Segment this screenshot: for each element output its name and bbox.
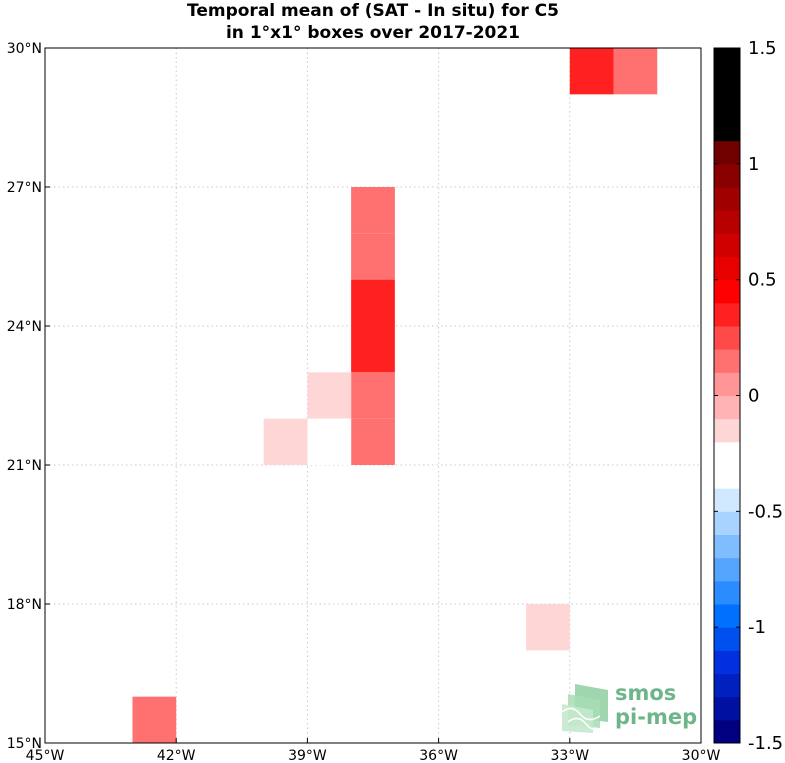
logo-line-1: smos	[615, 681, 676, 705]
colorbar-segment	[714, 187, 740, 211]
colorbar-segment	[714, 534, 740, 559]
x-tick-label: 42°W	[157, 748, 196, 763]
chart-title-line-1: Temporal mean of (SAT - In situ) for C5	[187, 1, 559, 21]
colorbar-tick-label: 1	[748, 154, 759, 175]
colorbar-segment	[714, 256, 740, 281]
colorbar-segment	[714, 465, 740, 489]
colorbar-segment	[714, 48, 740, 72]
heatmap-cells	[132, 48, 658, 743]
heatmap-cell	[351, 326, 395, 373]
heatmap-cell	[307, 418, 352, 465]
y-tick-label: 21°N	[7, 458, 42, 474]
heatmap-cell	[351, 187, 395, 234]
colorbar-segment	[714, 488, 740, 512]
colorbar-segment	[714, 349, 740, 373]
colorbar-tick-label: 0.5	[748, 270, 777, 291]
colorbar-segment	[714, 673, 740, 698]
colorbar-segment	[714, 140, 740, 165]
heatmap-cell	[351, 279, 395, 326]
y-tick-label: 24°N	[7, 319, 42, 335]
colorbar-tick-label: -1.5	[748, 733, 783, 754]
colorbar-segment	[714, 117, 740, 142]
heatmap-cell	[351, 696, 395, 743]
x-tick-label: 36°W	[419, 748, 458, 763]
colorbar-segment	[714, 279, 740, 304]
plot-frame	[44, 47, 702, 744]
x-tick-label: 30°W	[682, 748, 721, 763]
colorbar-segment	[714, 696, 740, 721]
y-tick-label: 27°N	[7, 180, 42, 196]
heatmap-cell	[569, 48, 614, 95]
heatmap-cell	[307, 372, 352, 419]
logo-line-2: pi-mep	[615, 705, 697, 729]
colorbar-segment	[714, 627, 740, 651]
heatmap-cell	[526, 604, 570, 651]
colorbar-segment	[714, 441, 740, 466]
colorbar: -1.5 -1 -0.5 0 0.5 1 1.5	[713, 38, 783, 754]
colorbar-segment	[714, 71, 740, 95]
colorbar-segment	[714, 580, 740, 605]
heatmap-cell	[351, 372, 395, 419]
chart-title-line-2: in 1°x1° boxes over 2017-2021	[226, 23, 520, 43]
colorbar-segment	[714, 719, 740, 744]
y-tick-label: 30°N	[7, 41, 42, 57]
colorbar-segment	[714, 604, 740, 628]
x-axis: 45°W 42°W 39°W 36°W 33°W 30°W	[26, 738, 721, 763]
x-tick-label: 33°W	[550, 748, 589, 763]
colorbar-segment	[714, 94, 740, 118]
colorbar-tick-label: 1.5	[748, 38, 777, 59]
heatmap-cell	[613, 48, 658, 95]
colorbar-tick-label: -0.5	[748, 501, 783, 522]
colorbar-segment	[714, 302, 740, 327]
colorbar-segment	[714, 650, 740, 674]
y-tick-label: 18°N	[7, 597, 42, 613]
colorbar-segment	[714, 557, 740, 582]
y-tick-label: 15°N	[7, 736, 42, 752]
heatmap-cell	[351, 418, 395, 465]
chart-title: Temporal mean of (SAT - In situ) for C5i…	[187, 1, 559, 43]
colorbar-segment	[714, 233, 740, 257]
colorbar-segment	[714, 210, 740, 234]
heatmap-cell	[351, 233, 395, 280]
colorbar-segment	[714, 511, 740, 535]
colorbar-tick-label: -1	[748, 617, 766, 638]
colorbar-tick-label: 0	[748, 386, 759, 407]
colorbar-segment	[714, 418, 740, 443]
colorbar-segment	[714, 163, 740, 188]
logo-icon	[561, 684, 608, 733]
x-tick-label: 39°W	[288, 748, 327, 763]
x-tick-label: 45°W	[26, 748, 65, 763]
colorbar-segment	[714, 395, 740, 420]
heatmap-cell	[132, 696, 177, 743]
colorbar-segment	[714, 372, 740, 396]
colorbar-segment	[714, 326, 740, 350]
smos-pi-mep-logo: smos pi-mep	[561, 681, 697, 733]
heatmap-cell	[263, 418, 308, 465]
y-axis: 15°N 18°N 21°N 24°N 27°N 30°N	[7, 41, 50, 752]
